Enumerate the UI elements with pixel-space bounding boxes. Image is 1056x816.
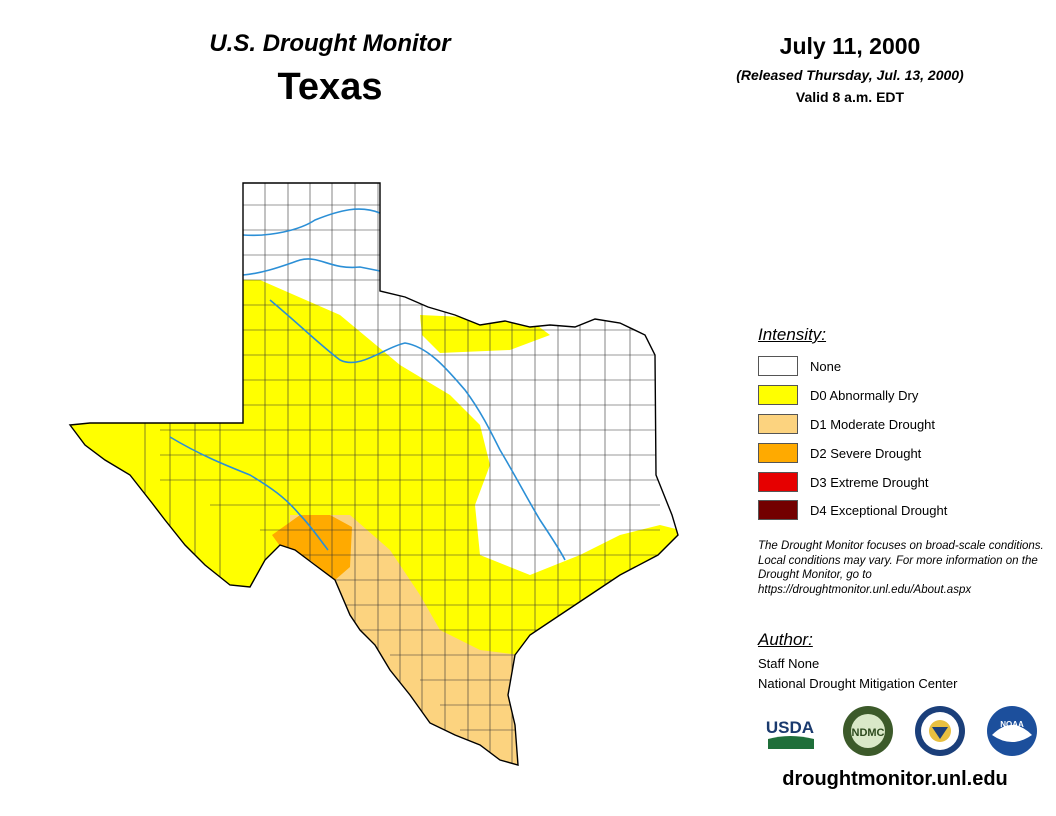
legend-swatch <box>758 385 798 405</box>
texas-drought-map <box>69 182 679 766</box>
legend-swatch <box>758 414 798 434</box>
legend-label: D0 Abnormally Dry <box>810 387 919 403</box>
legend-swatch <box>758 472 798 492</box>
agency-logos: USDA NDMC NOAA <box>766 706 1037 756</box>
legend-swatch <box>758 443 798 463</box>
author-name: Staff None <box>758 656 820 671</box>
svg-text:USDA: USDA <box>766 718 814 737</box>
map-title: U.S. Drought Monitor <box>209 30 451 57</box>
legend-label: D2 Severe Drought <box>810 445 922 461</box>
legend-label: None <box>810 358 842 374</box>
noaa-logo: NOAA <box>987 706 1037 756</box>
legend-item-d1: D1 Moderate Drought <box>758 413 935 435</box>
svg-text:NOAA: NOAA <box>1000 720 1024 729</box>
author-title: Author: <box>758 630 813 649</box>
commerce-logo <box>915 706 965 756</box>
state-name: Texas <box>277 66 383 108</box>
legend-label: D4 Exceptional Drought <box>810 502 948 518</box>
legend-item-d2: D2 Severe Drought <box>758 442 921 464</box>
legend-item-d4: D4 Exceptional Drought <box>758 499 947 521</box>
usda-logo: USDA <box>766 718 814 749</box>
legend-swatch <box>758 500 798 520</box>
legend-item-none: None <box>758 355 841 377</box>
legend-swatch <box>758 356 798 376</box>
legend-label: D1 Moderate Drought <box>810 416 936 432</box>
author-org: National Drought Mitigation Center <box>758 676 958 691</box>
release-date: (Released Thursday, Jul. 13, 2000) <box>736 67 964 83</box>
svg-text:NDMC: NDMC <box>852 727 885 739</box>
legend-item-d3: D3 Extreme Drought <box>758 471 929 493</box>
legend-label: D3 Extreme Drought <box>810 474 929 490</box>
legend-title: Intensity: <box>758 325 827 344</box>
website-url: droughtmonitor.unl.edu <box>782 768 1008 790</box>
legend-item-d0: D0 Abnormally Dry <box>758 384 918 406</box>
ndmc-logo: NDMC <box>843 706 893 756</box>
valid-time: Valid 8 a.m. EDT <box>795 89 905 105</box>
map-date: July 11, 2000 <box>779 33 921 59</box>
disclaimer-note: The Drought Monitor focuses on broad-sca… <box>758 540 1044 596</box>
